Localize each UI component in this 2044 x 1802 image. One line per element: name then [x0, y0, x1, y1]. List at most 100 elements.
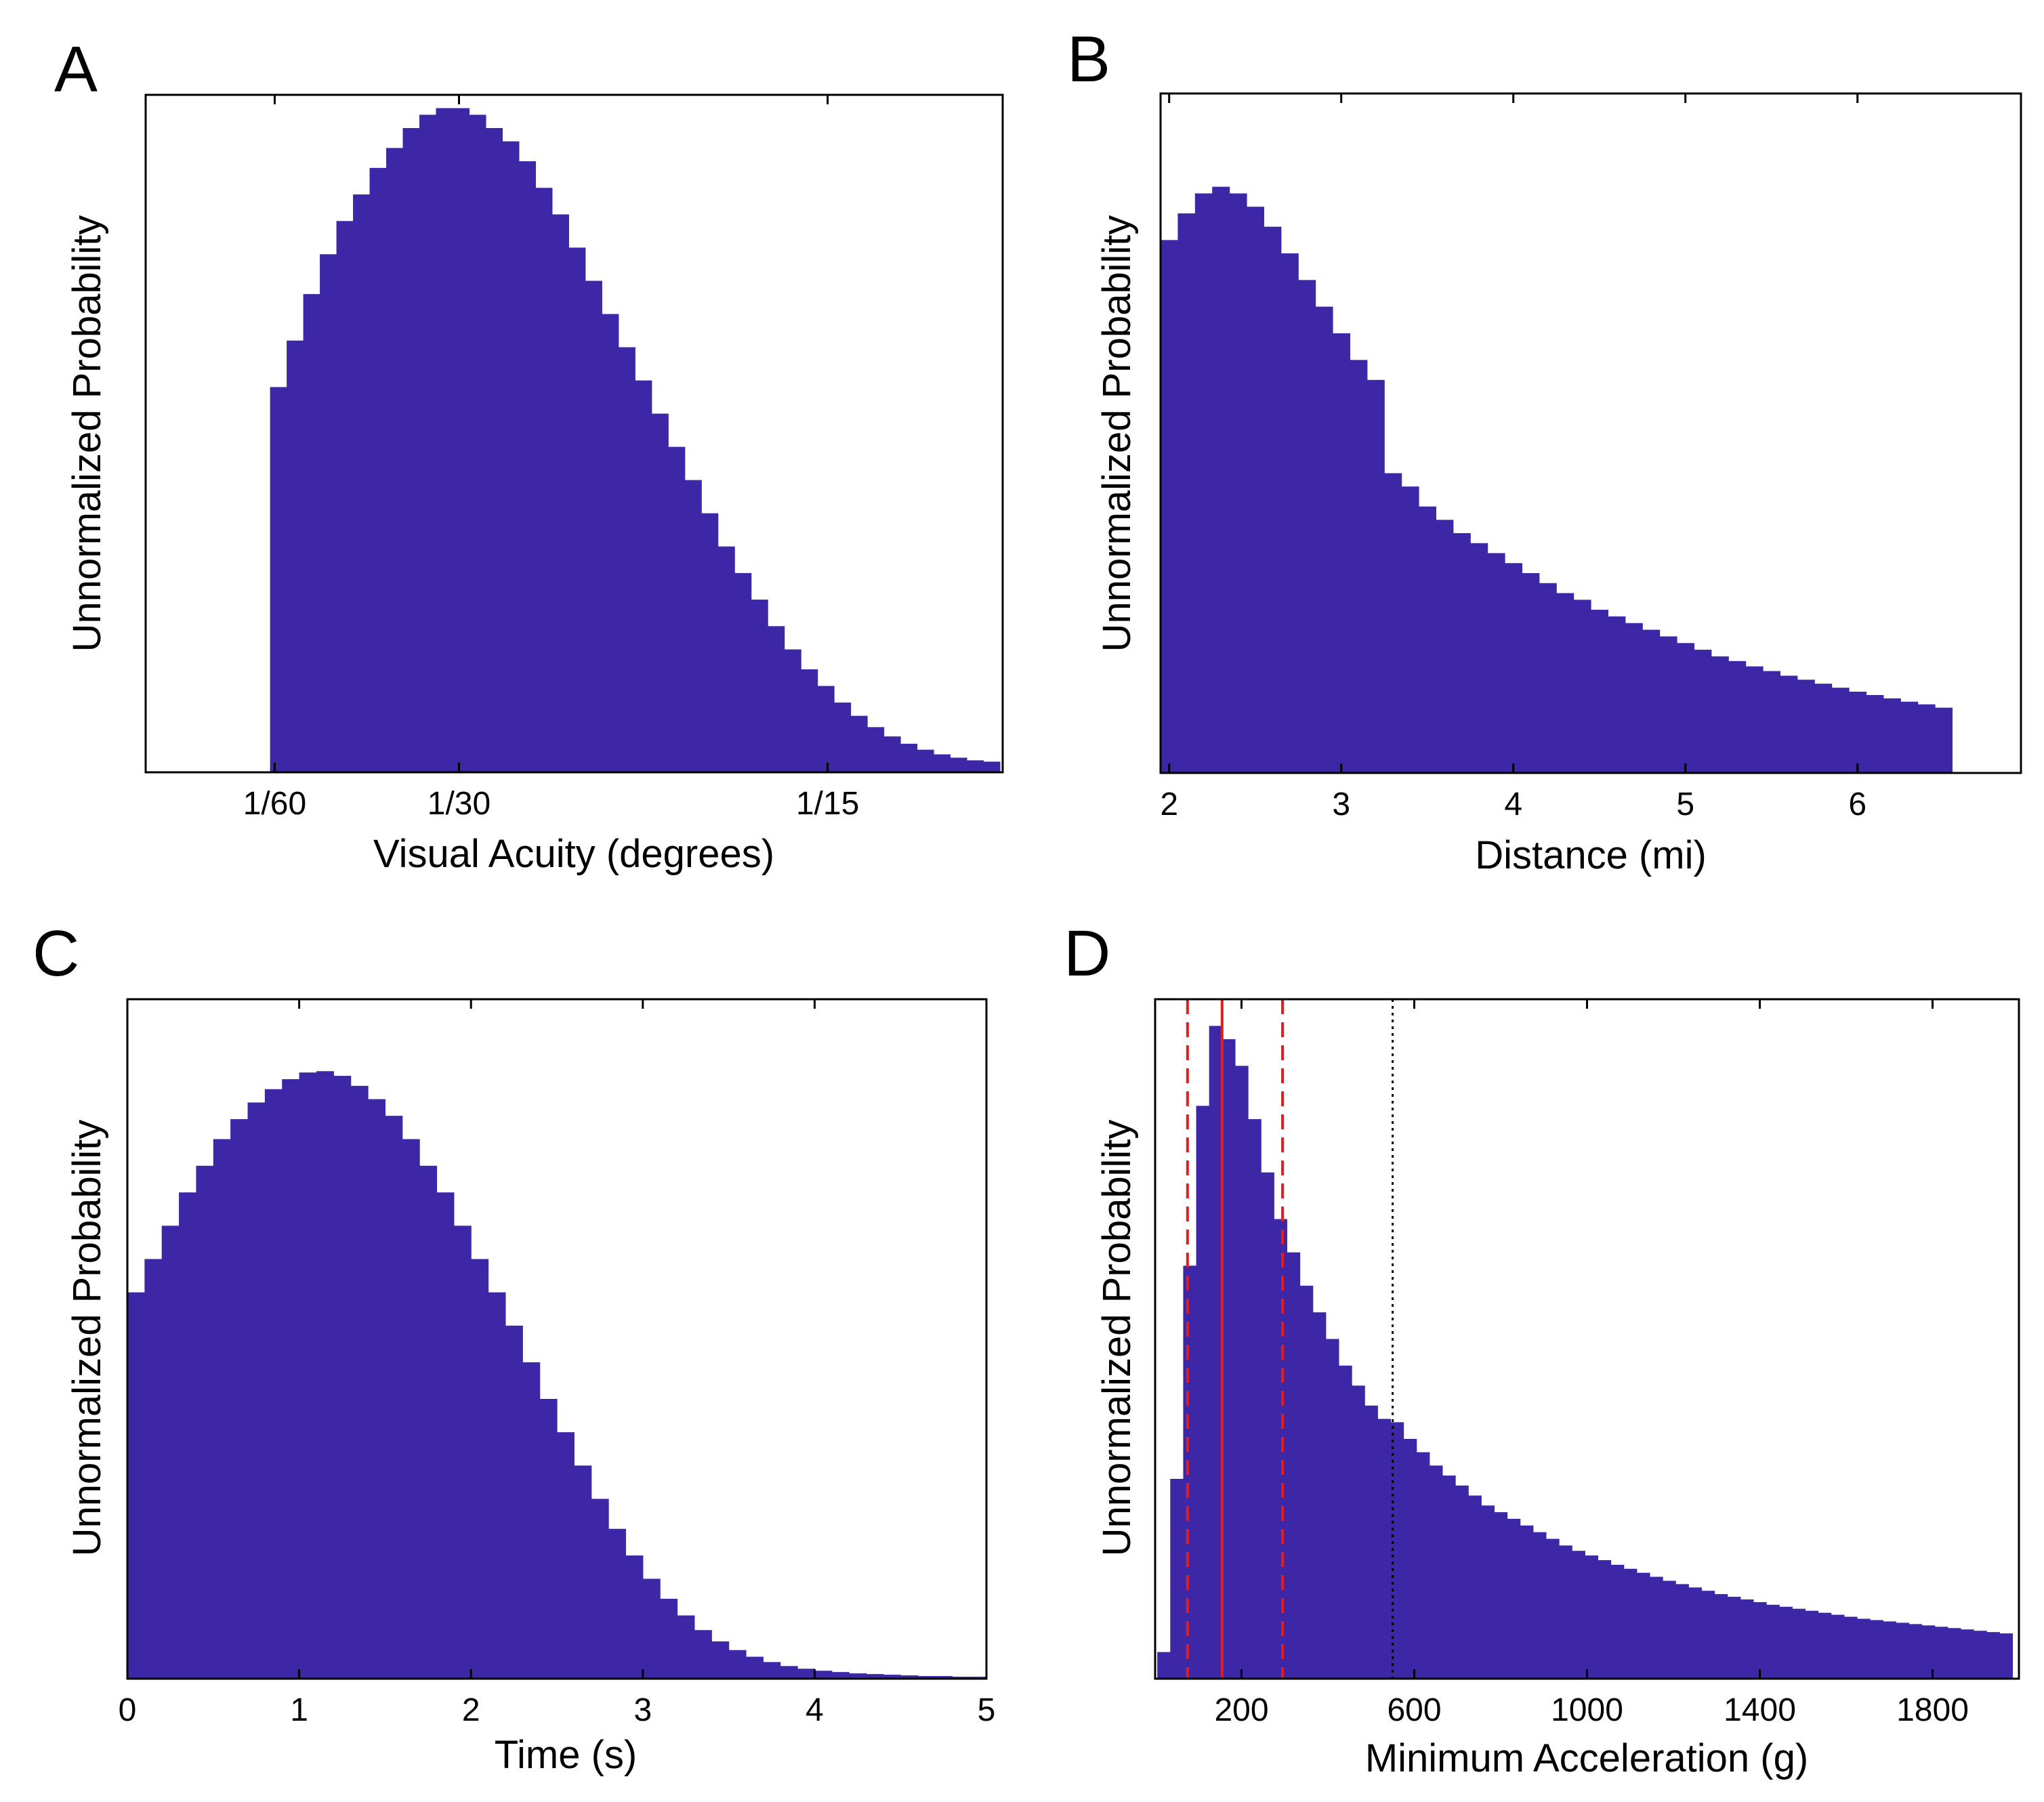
histogram-bar [1780, 675, 1798, 773]
histogram-bar [320, 254, 337, 772]
histogram-bar [539, 1399, 558, 1679]
panel-letter-c: C [33, 917, 79, 990]
histogram-bar [677, 1615, 695, 1679]
histogram-bar [385, 1116, 403, 1679]
panel-b-frame [1159, 92, 2022, 774]
x-tick-label: 1 [290, 1692, 308, 1728]
histogram-bar [1659, 636, 1677, 773]
histogram-bar [1745, 666, 1764, 773]
panel-c: C 0 1 2 3 4 5 Time (s) Unnormalized Probabili… [33, 917, 995, 1777]
histogram-bar [230, 1119, 249, 1679]
histogram-bar [1416, 1452, 1430, 1679]
histogram-bar [316, 1071, 334, 1679]
panel-b-x-label: Distance (mi) [1475, 833, 1707, 877]
histogram-bar [551, 214, 569, 772]
histogram-bar [1494, 1512, 1508, 1679]
histogram-bar [900, 743, 918, 772]
histogram-bar [1170, 1479, 1184, 1679]
panel-d-tick-labels: 200 600 1000 1400 1800 [1214, 1692, 1968, 1728]
panel-c-y-label: Unnormalized Probability [65, 1120, 109, 1557]
histogram-bar [867, 727, 885, 772]
histogram-bar [336, 221, 354, 772]
histogram-bar [1797, 679, 1815, 773]
histogram-bar [983, 761, 1001, 772]
histogram-bar [557, 1432, 575, 1679]
panel-a: A 1/60 1/30 1/15 Visual Acuity (degrees) U… [54, 33, 1004, 876]
histogram-bar [1352, 1385, 1365, 1679]
histogram-bar [1507, 1519, 1521, 1679]
histogram-bar [1559, 1545, 1572, 1679]
histogram-bar [1866, 694, 1884, 773]
histogram-bar [1753, 1601, 1767, 1679]
histogram-bar [264, 1089, 283, 1679]
histogram-bar [1883, 698, 1901, 773]
histogram-bar [1280, 253, 1299, 773]
x-tick-label: 600 [1387, 1692, 1441, 1728]
panel-a-ticks [273, 95, 829, 772]
histogram-bar [1701, 1591, 1715, 1679]
histogram-bar [1429, 1465, 1443, 1679]
histogram-bar [1505, 563, 1522, 773]
panel-a-y-label: Unnormalized Probability [65, 215, 109, 652]
panel-a-frame [144, 93, 1004, 774]
histogram-bar [585, 280, 602, 773]
histogram-bar [535, 188, 553, 773]
x-tick-label: 2 [1160, 787, 1178, 822]
histogram-bar [1453, 533, 1471, 773]
histogram-bar [299, 1072, 317, 1679]
histogram-bar [1636, 1572, 1650, 1679]
panel-letter-d: D [1064, 917, 1110, 990]
histogram-bar [1419, 506, 1436, 773]
histogram-bar [745, 1656, 764, 1679]
histogram-bar [488, 1292, 506, 1679]
histogram-bar [1312, 1312, 1327, 1679]
histogram-bar [502, 141, 520, 773]
histogram-bar [1934, 1627, 1948, 1679]
histogram-bar [1900, 701, 1919, 773]
histogram-bar [1805, 1610, 1819, 1679]
histogram-bar [797, 1669, 815, 1679]
histogram-bar [625, 1555, 644, 1679]
histogram-bar [1315, 306, 1333, 774]
histogram-bar [866, 1674, 884, 1679]
histogram-bar [1921, 1625, 1936, 1679]
histogram-bar [608, 1528, 627, 1679]
histogram-bar [618, 347, 635, 772]
histogram-bar [1675, 1584, 1689, 1679]
histogram-bar [1831, 688, 1850, 773]
histogram-bar [574, 1465, 592, 1679]
histogram-bar [1157, 1652, 1171, 1679]
histogram-bar [1274, 1219, 1288, 1679]
panel-c-ticks [126, 999, 988, 1679]
histogram-bar [1248, 1119, 1261, 1679]
x-tick-label: 2 [462, 1692, 480, 1728]
panel-b-ticks [1168, 93, 1859, 773]
histogram-bar [1264, 226, 1282, 774]
histogram-bar [1999, 1633, 2014, 1679]
histogram-bar [763, 1662, 781, 1679]
panel-letter-a: A [54, 33, 98, 106]
panel-b-tick-labels: 2 3 4 5 6 [1160, 787, 1866, 822]
histogram-bar [591, 1499, 609, 1679]
histogram-bar [1974, 1631, 1987, 1679]
histogram-bar [1522, 573, 1540, 773]
histogram-bar [282, 1079, 300, 1679]
histogram-bar [1403, 1439, 1417, 1679]
panel-d-reference-lines [1186, 999, 1394, 1679]
histogram-bar [333, 1076, 352, 1679]
histogram-bar [505, 1325, 523, 1679]
histogram-bar [1711, 656, 1729, 773]
histogram-bar [1831, 1614, 1845, 1679]
histogram-bar [1234, 1066, 1249, 1679]
histogram-bar [768, 626, 785, 772]
histogram-bar [1338, 1365, 1352, 1679]
histogram-bar [1212, 186, 1230, 774]
histogram-bar [1556, 593, 1574, 773]
x-tick-label: 0 [119, 1692, 137, 1728]
panel-letter-b: B [1067, 23, 1110, 96]
panel-d-bars [1157, 1026, 2014, 1679]
histogram-bar [1608, 616, 1626, 773]
x-tick-label: 3 [1332, 787, 1350, 822]
histogram-bar [469, 114, 486, 773]
